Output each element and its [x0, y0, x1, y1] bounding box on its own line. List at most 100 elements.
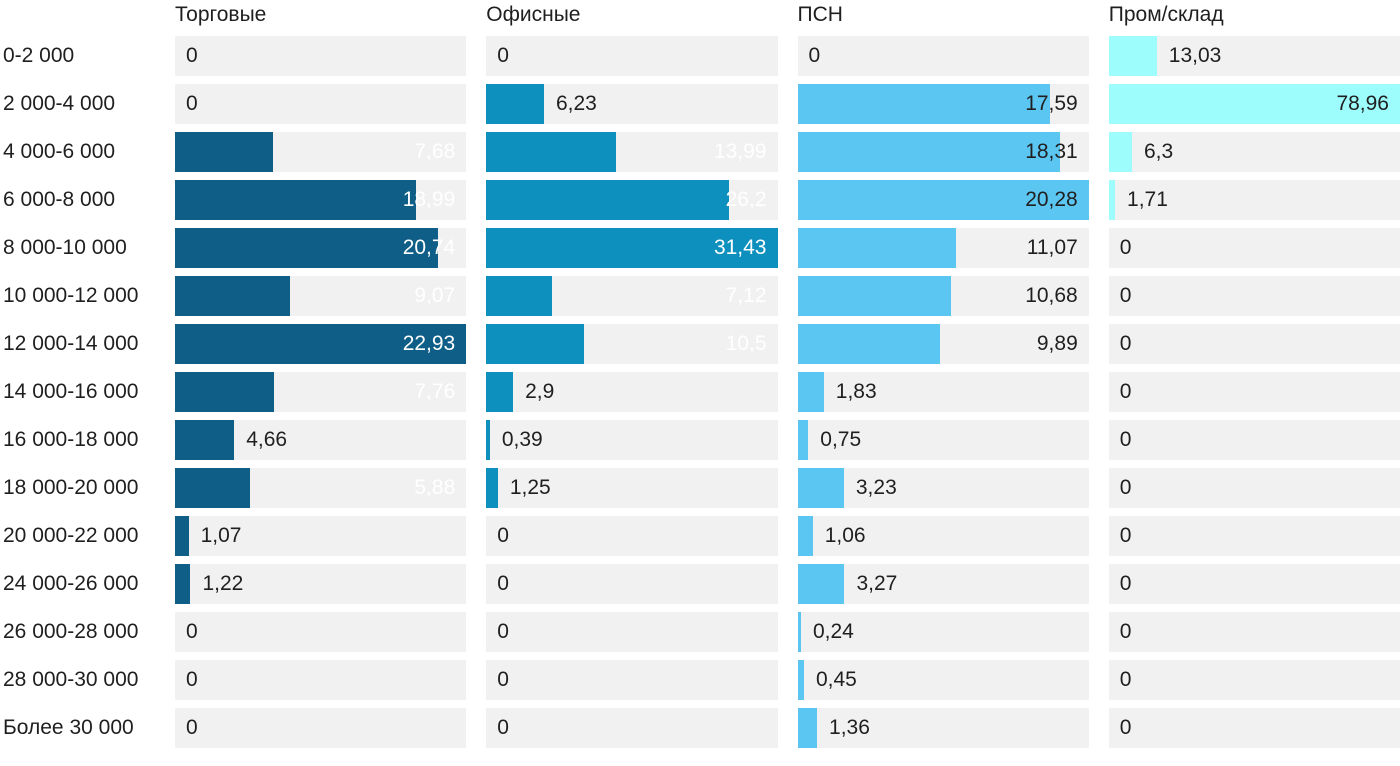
bar	[486, 228, 778, 268]
bar-value-label: 0	[1119, 524, 1132, 547]
bar-value-label: 13,99	[713, 140, 767, 163]
bar	[797, 228, 957, 268]
bar	[486, 372, 514, 412]
bar-track: 0	[486, 708, 778, 748]
bar-value-label: 6,23	[555, 92, 597, 115]
chart-row: 2 000-4 000 0 6,23 17,59 78,96	[0, 84, 1400, 124]
bar-track: 9,89	[797, 324, 1089, 364]
bar-track: 9,07	[175, 276, 467, 316]
bar	[797, 84, 1051, 124]
bar-track: 0	[486, 36, 778, 76]
column-header: Пром/склад	[1108, 3, 1224, 26]
bar-track: 2,9	[486, 372, 778, 412]
bar	[486, 324, 584, 364]
row-category-label: 24 000-26 000	[3, 572, 139, 595]
bar-track: 0	[175, 36, 467, 76]
bar-value-label: 9,89	[1036, 332, 1078, 355]
bar	[797, 132, 1061, 172]
chart-row: 26 000-28 000 0 0 0,24 0	[0, 612, 1400, 652]
bar-track: 7,68	[175, 132, 467, 172]
bar	[175, 564, 191, 604]
bar	[175, 228, 439, 268]
bar-track: 0	[486, 612, 778, 652]
bar	[486, 84, 544, 124]
bar-track: 20,28	[797, 180, 1089, 220]
bar-value-label: 0	[497, 716, 509, 739]
bar-track: 3,27	[797, 564, 1089, 604]
bar-value-label: 18,31	[1025, 140, 1078, 163]
chart-row: 0-2 000 0 0 0 13,03	[0, 36, 1400, 76]
bar-value-label: 0	[1119, 572, 1132, 595]
bar-value-label: 17,59	[1025, 92, 1078, 115]
bar-value-label: 0,39	[501, 428, 543, 451]
bar-value-label: 3,23	[855, 476, 897, 499]
row-category-label: 20 000-22 000	[3, 524, 139, 547]
bar	[797, 708, 818, 748]
bar-value-label: 0	[1119, 716, 1132, 739]
bar-track: 0	[1108, 324, 1400, 364]
bar-value-label: 0	[1119, 284, 1132, 307]
bar	[797, 564, 845, 604]
bar-track: 0	[1108, 516, 1400, 556]
bar	[175, 468, 250, 508]
column-header: Офисные	[486, 3, 581, 26]
bar-track: 13,03	[1108, 36, 1400, 76]
bar-value-label: 0	[1119, 620, 1132, 643]
chart-row: 18 000-20 000 5,88 1,25 3,23 0	[0, 468, 1400, 508]
bar-track: 10,5	[486, 324, 778, 364]
bar-track: 3,23	[797, 468, 1089, 508]
chart-row: 28 000-30 000 0 0 0,45 0	[0, 660, 1400, 700]
bar-track: 0	[175, 660, 467, 700]
chart-row: 10 000-12 000 9,07 7,12 10,68 0	[0, 276, 1400, 316]
bar-track: 18,99	[175, 180, 467, 220]
bar-value-label: 0	[186, 620, 198, 643]
bar	[486, 420, 490, 460]
bar-track: 5,88	[175, 468, 467, 508]
bar-track: 17,59	[797, 84, 1089, 124]
bar	[175, 276, 291, 316]
bar-value-label: 0	[497, 572, 509, 595]
row-category-label: Более 30 000	[3, 716, 134, 739]
bar	[797, 372, 824, 412]
bar	[1108, 180, 1116, 220]
row-category-label: 4 000-6 000	[3, 140, 116, 163]
bar-track: 1,36	[797, 708, 1089, 748]
column-header: ПСН	[797, 3, 843, 26]
bar-value-label: 13,03	[1168, 44, 1222, 67]
bar	[797, 420, 809, 460]
bar	[797, 276, 951, 316]
bar-track: 26,2	[486, 180, 778, 220]
bar	[797, 660, 804, 700]
row-category-label: 12 000-14 000	[3, 332, 139, 355]
row-category-label: 14 000-16 000	[3, 380, 139, 403]
bar-value-label: 0	[186, 92, 198, 115]
bar-track: 4,66	[175, 420, 467, 460]
bar-value-label: 31,43	[713, 236, 767, 259]
bar-value-label: 0	[186, 716, 198, 739]
bar	[486, 180, 730, 220]
bar-value-label: 0,75	[820, 428, 862, 451]
bar-value-label: 7,76	[414, 380, 456, 403]
bar-value-label: 10,5	[725, 332, 767, 355]
bar-track: 0	[1108, 708, 1400, 748]
chart-rows: 0-2 000 0 0 0 13,03 2 000-4 000 0 6,23 17,59 78,9…	[0, 36, 1400, 748]
bar-track: 0	[175, 708, 467, 748]
chart-row: 16 000-18 000 4,66 0,39 0,75 0	[0, 420, 1400, 460]
bar-value-label: 2,9	[525, 380, 555, 403]
bar-track: 0	[486, 564, 778, 604]
chart-row: 6 000-8 000 18,99 26,2 20,28 1,71	[0, 180, 1400, 220]
bar-value-label: 3,27	[856, 572, 898, 595]
bar-track: 0	[1108, 468, 1400, 508]
bar-track: 13,99	[486, 132, 778, 172]
bar	[797, 468, 844, 508]
bar-value-label: 18,99	[402, 188, 456, 211]
bar-track: 6,3	[1108, 132, 1400, 172]
bar-track: 6,23	[486, 84, 778, 124]
bar-value-label: 20,74	[402, 236, 456, 259]
bar-track: 7,76	[175, 372, 467, 412]
bar-track: 18,31	[797, 132, 1089, 172]
row-category-label: 28 000-30 000	[3, 668, 139, 691]
bar-value-label: 1,71	[1127, 188, 1168, 211]
bar	[797, 516, 813, 556]
bar	[175, 420, 235, 460]
